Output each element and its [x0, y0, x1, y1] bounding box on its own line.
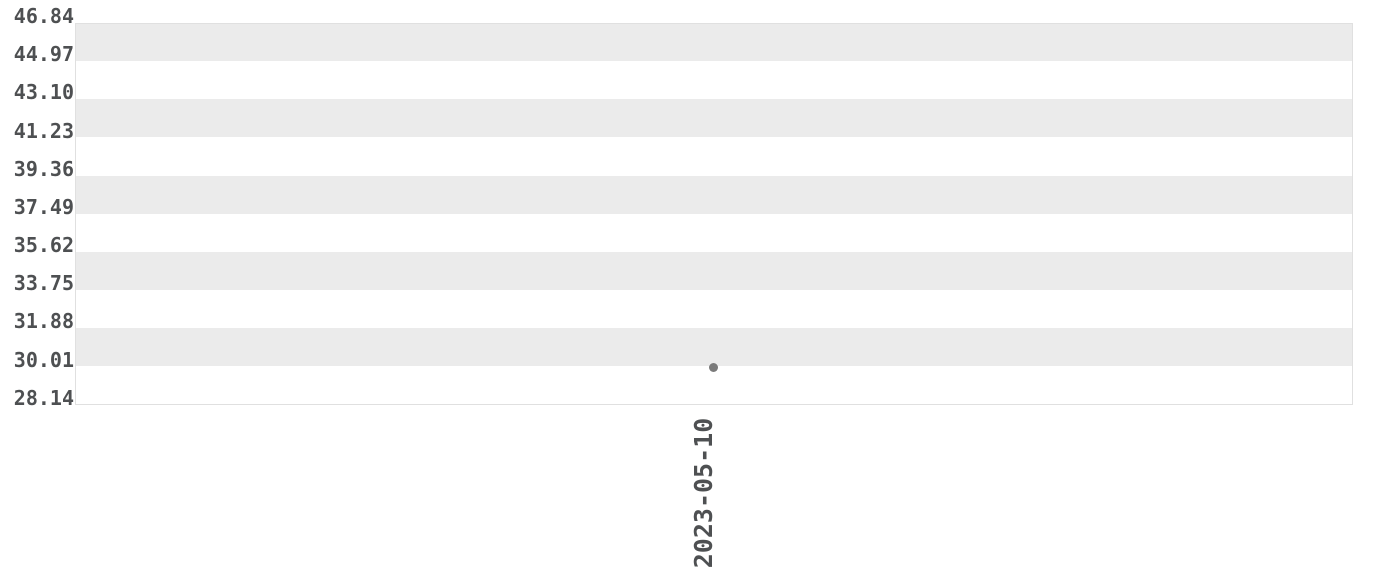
- x-axis-tick-label: 2023-05-10: [689, 417, 718, 569]
- y-axis-tick-label: 41.23: [13, 118, 74, 143]
- data-point-marker[interactable]: [709, 362, 718, 372]
- y-axis-tick-label: 37.49: [13, 194, 74, 219]
- y-axis-tick-label: 44.97: [13, 42, 74, 67]
- y-axis-tick-label: 30.01: [13, 347, 74, 372]
- y-axis-tick-label: 46.84: [13, 4, 74, 29]
- y-axis-tick-label: 35.62: [13, 233, 74, 258]
- y-axis-tick-label: 43.10: [13, 80, 74, 105]
- y-axis-tick-label: 33.75: [13, 271, 74, 296]
- grid-band: [75, 23, 1352, 62]
- grid-band: [75, 99, 1352, 138]
- y-axis-tick-label: 31.88: [13, 309, 74, 334]
- y-axis-tick-label: 39.36: [13, 156, 74, 181]
- grid-band: [75, 251, 1352, 291]
- grid-band: [75, 175, 1352, 214]
- grid-band: [75, 328, 1352, 367]
- y-axis-tick-label: 28.14: [13, 385, 74, 410]
